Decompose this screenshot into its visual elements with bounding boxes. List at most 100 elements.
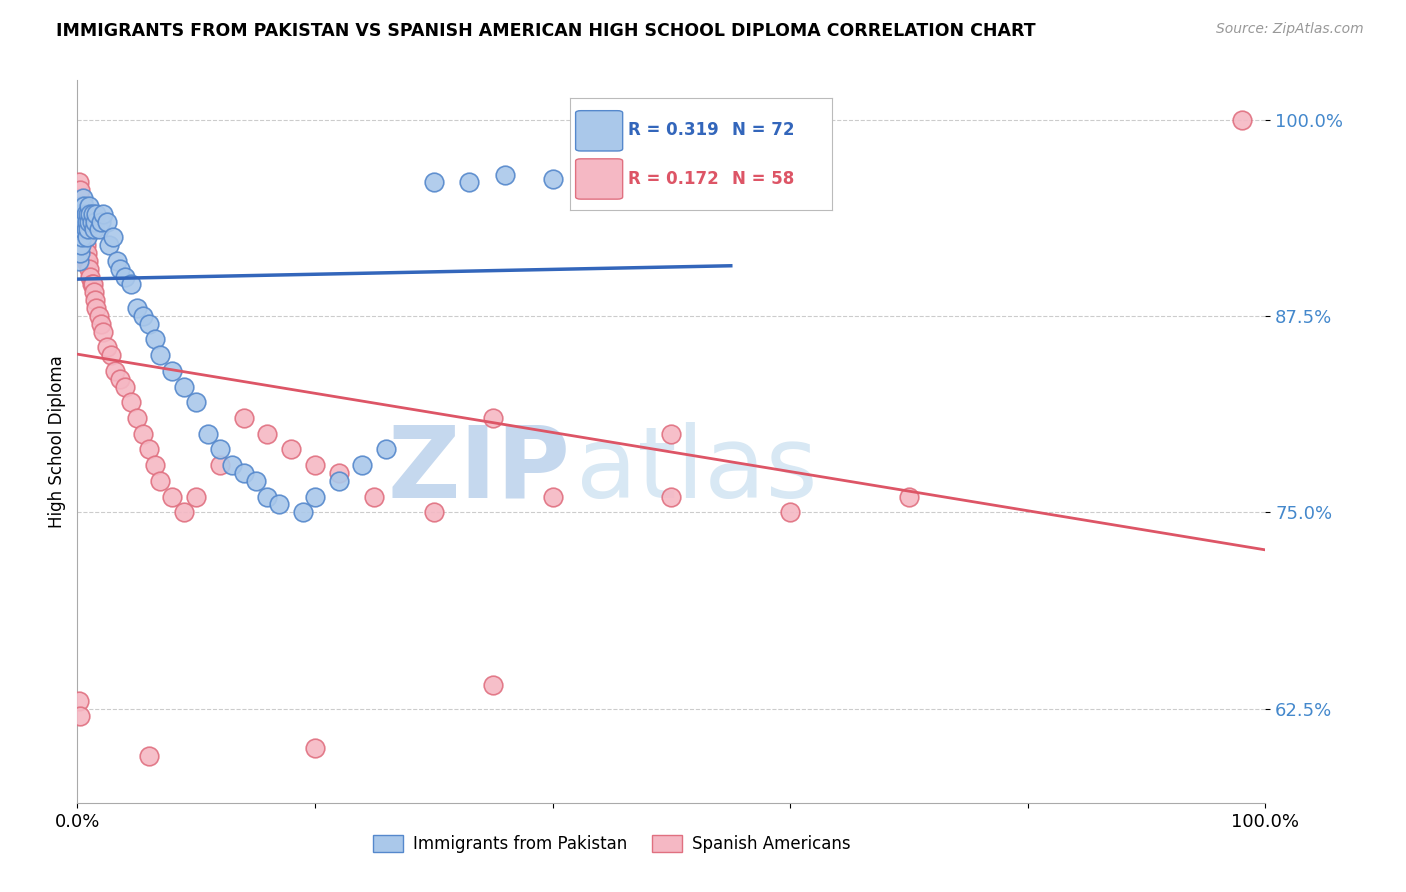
Point	[77, 222, 100, 236]
Point	[661, 170, 683, 185]
Point	[70, 238, 93, 252]
Point	[120, 277, 142, 292]
Point	[73, 214, 96, 228]
Point	[131, 426, 153, 441]
Point	[149, 474, 172, 488]
Point	[779, 505, 801, 519]
Point	[72, 207, 94, 221]
Point	[93, 207, 115, 221]
Point	[114, 269, 136, 284]
Point	[1230, 112, 1253, 127]
Point	[304, 458, 326, 472]
Point	[79, 207, 101, 221]
Point	[84, 214, 107, 228]
Point	[482, 678, 505, 692]
Point	[70, 214, 93, 228]
Point	[67, 207, 90, 221]
Point	[143, 458, 166, 472]
Point	[87, 309, 110, 323]
Point	[494, 168, 516, 182]
Point	[138, 317, 160, 331]
Point	[83, 222, 105, 236]
Point	[69, 230, 91, 244]
Point	[108, 372, 131, 386]
Point	[77, 199, 100, 213]
Point	[600, 170, 623, 185]
Point	[125, 411, 148, 425]
Point	[696, 172, 718, 186]
Point	[67, 222, 90, 236]
Point	[245, 474, 267, 488]
Text: IMMIGRANTS FROM PAKISTAN VS SPANISH AMERICAN HIGH SCHOOL DIPLOMA CORRELATION CHA: IMMIGRANTS FROM PAKISTAN VS SPANISH AMER…	[56, 22, 1036, 40]
Point	[86, 207, 108, 221]
Text: Source: ZipAtlas.com: Source: ZipAtlas.com	[1216, 22, 1364, 37]
Point	[96, 340, 118, 354]
Point	[70, 230, 93, 244]
Point	[328, 474, 350, 488]
Point	[67, 694, 90, 708]
Point	[80, 277, 103, 292]
Point	[96, 214, 118, 228]
Point	[637, 169, 659, 183]
Point	[76, 246, 98, 260]
Point	[186, 395, 208, 409]
Point	[69, 246, 91, 260]
Point	[69, 199, 91, 213]
Point	[143, 333, 166, 347]
Point	[304, 740, 326, 755]
Point	[138, 442, 160, 457]
Point	[162, 490, 184, 504]
Point	[125, 301, 148, 315]
Point	[898, 490, 921, 504]
Point	[87, 222, 110, 236]
Point	[73, 246, 96, 260]
Point	[720, 170, 742, 185]
Point	[80, 214, 103, 228]
Point	[69, 709, 91, 723]
Point	[77, 214, 100, 228]
Point	[661, 490, 683, 504]
Point	[173, 379, 195, 393]
Point	[75, 222, 97, 236]
Point	[149, 348, 172, 362]
Point	[93, 325, 115, 339]
Point	[375, 442, 398, 457]
Point	[208, 458, 231, 472]
Point	[104, 364, 127, 378]
Point	[105, 253, 128, 268]
Point	[173, 505, 195, 519]
Point	[73, 230, 96, 244]
Point	[77, 253, 100, 268]
Point	[120, 395, 142, 409]
Point	[72, 238, 94, 252]
Point	[69, 183, 91, 197]
Point	[755, 174, 778, 188]
Point	[70, 207, 93, 221]
Point	[67, 238, 90, 252]
Point	[423, 505, 446, 519]
Point	[280, 442, 302, 457]
Point	[77, 207, 100, 221]
Point	[232, 411, 254, 425]
Point	[232, 466, 254, 480]
Point	[661, 426, 683, 441]
Point	[76, 214, 98, 228]
Point	[84, 293, 107, 308]
Point	[75, 207, 97, 221]
Point	[221, 458, 243, 472]
Point	[67, 175, 90, 189]
Point	[77, 261, 100, 276]
Point	[541, 172, 564, 186]
Point	[75, 238, 97, 252]
Point	[90, 317, 112, 331]
Point	[352, 458, 374, 472]
Point	[186, 490, 208, 504]
Point	[131, 309, 153, 323]
Point	[256, 490, 278, 504]
Point	[162, 364, 184, 378]
Point	[70, 214, 93, 228]
Point	[72, 222, 94, 236]
Point	[98, 238, 121, 252]
Point	[82, 207, 104, 221]
Point	[70, 207, 93, 221]
